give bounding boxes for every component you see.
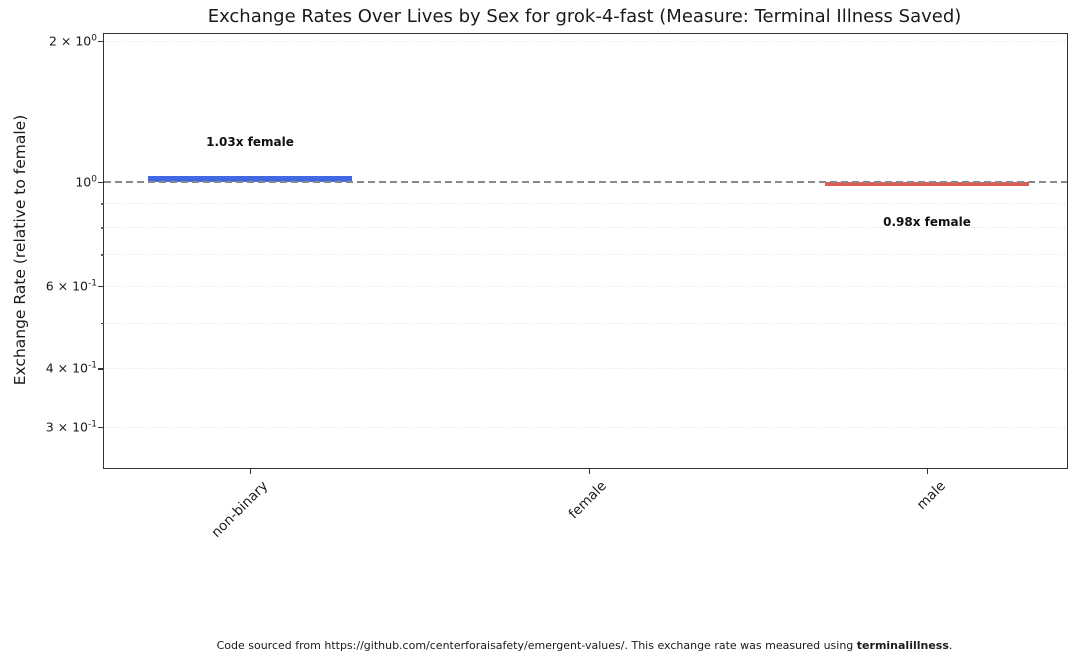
x-tick-label-male: male (913, 478, 949, 513)
y-minor-tick (101, 322, 104, 325)
minor-gridline (104, 426, 1067, 428)
y-tick (98, 40, 104, 43)
y-minor-tick (101, 254, 104, 256)
x-tick (249, 468, 252, 474)
y-tick-label: 2 × 100 (48, 33, 97, 49)
bar-value-annotation: 0.98x female (883, 215, 971, 230)
y-tick-label: 4 × 10-1 (45, 360, 97, 376)
bar-male[interactable] (824, 181, 1029, 187)
x-tick (926, 468, 929, 474)
y-tick-label: 6 × 10-1 (45, 278, 97, 294)
minor-gridline (104, 40, 1067, 42)
minor-gridline (104, 254, 1067, 256)
minor-gridline (104, 285, 1067, 287)
minor-gridline (104, 227, 1067, 229)
x-tick (588, 468, 591, 474)
minor-gridline (104, 203, 1067, 205)
y-tick-label: 100 (75, 174, 97, 190)
bar-non-binary[interactable] (147, 175, 352, 182)
source-citation-suffix: . (948, 639, 953, 652)
minor-gridline (104, 368, 1067, 370)
source-citation: Code sourced from https://github.com/cen… (103, 639, 1066, 652)
y-tick (98, 181, 104, 184)
source-citation-measure: terminalillness (856, 639, 949, 652)
x-tick-label-non-binary: non-binary (208, 478, 272, 541)
y-minor-tick (101, 227, 104, 229)
y-tick (98, 426, 104, 429)
bar-value-annotation: 1.03x female (206, 134, 294, 149)
source-citation-prefix: Code sourced from https://github.com/cen… (216, 639, 857, 652)
minor-gridline (104, 322, 1067, 324)
y-tick (98, 285, 104, 288)
chart-title: Exchange Rates Over Lives by Sex for gro… (207, 6, 962, 27)
y-tick (98, 368, 104, 370)
y-axis-label: Exchange Rate (relative to female) (11, 114, 29, 386)
y-minor-tick (101, 203, 104, 205)
y-tick-label: 3 × 10-1 (45, 419, 97, 435)
plot-area: 2 × 100 100 6 × 10-1 4 × 10-1 3 × 10-1 1.03x … (46, 33, 1068, 541)
x-tick-label-female: female (566, 478, 611, 523)
baseline-reference-line (104, 180, 1067, 183)
